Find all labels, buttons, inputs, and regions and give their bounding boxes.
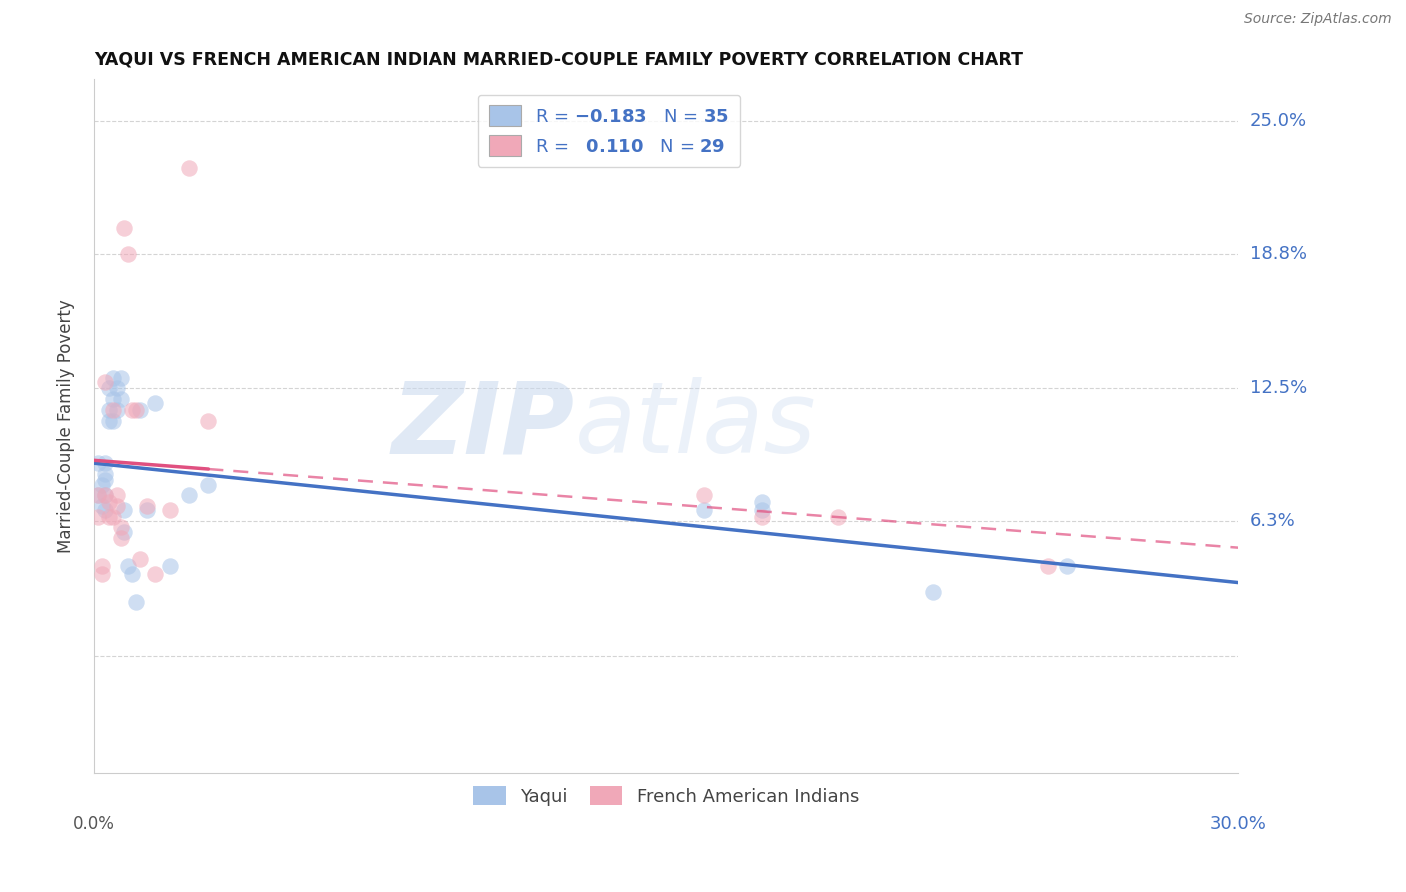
Point [94, 456, 117, 470]
Point [101, 402, 124, 417]
Text: Source: ZipAtlas.com: Source: ZipAtlas.com [1244, 12, 1392, 26]
Point [159, 558, 181, 573]
Point [105, 488, 128, 502]
Point [98, 413, 121, 427]
Point [94, 488, 117, 502]
Point [94, 503, 117, 517]
Point [125, 595, 148, 609]
Point [114, 524, 136, 539]
Point [693, 503, 716, 517]
Point [159, 503, 181, 517]
Text: 25.0%: 25.0% [1250, 112, 1308, 130]
Text: 12.5%: 12.5% [1250, 379, 1308, 398]
Point [90, 477, 112, 491]
Point [98, 509, 121, 524]
Point [143, 396, 166, 410]
Point [110, 531, 132, 545]
Point [101, 509, 124, 524]
Point [87, 488, 110, 502]
Point [87, 488, 110, 502]
Point [114, 503, 136, 517]
Point [751, 495, 773, 509]
Point [197, 477, 219, 491]
Point [87, 509, 110, 524]
Point [101, 413, 124, 427]
Point [94, 474, 117, 488]
Point [117, 558, 139, 573]
Point [98, 382, 121, 396]
Text: ZIP: ZIP [392, 377, 575, 475]
Point [105, 402, 128, 417]
Point [827, 509, 849, 524]
Point [125, 402, 148, 417]
Text: 0.0%: 0.0% [73, 815, 115, 833]
Point [693, 488, 716, 502]
Point [136, 499, 159, 513]
Point [101, 392, 124, 406]
Point [105, 382, 128, 396]
Legend: Yaqui, French American Indians: Yaqui, French American Indians [467, 779, 866, 813]
Point [98, 402, 121, 417]
Text: 6.3%: 6.3% [1250, 512, 1296, 530]
Point [1056, 558, 1078, 573]
Point [87, 456, 110, 470]
Point [90, 567, 112, 582]
Point [110, 371, 132, 385]
Point [117, 247, 139, 261]
Point [98, 495, 121, 509]
Point [110, 520, 132, 534]
Point [121, 567, 143, 582]
Point [121, 402, 143, 417]
Point [110, 392, 132, 406]
Text: 30.0%: 30.0% [1211, 815, 1267, 833]
Point [179, 161, 201, 176]
Point [1036, 558, 1059, 573]
Point [179, 488, 201, 502]
Point [197, 413, 219, 427]
Point [90, 499, 112, 513]
Point [101, 371, 124, 385]
Point [751, 509, 773, 524]
Point [143, 567, 166, 582]
Point [94, 488, 117, 502]
Point [94, 375, 117, 389]
Y-axis label: Married-Couple Family Poverty: Married-Couple Family Poverty [58, 299, 75, 553]
Point [922, 584, 945, 599]
Text: atlas: atlas [575, 377, 817, 475]
Point [128, 402, 150, 417]
Point [94, 467, 117, 481]
Point [751, 503, 773, 517]
Text: YAQUI VS FRENCH AMERICAN INDIAN MARRIED-COUPLE FAMILY POVERTY CORRELATION CHART: YAQUI VS FRENCH AMERICAN INDIAN MARRIED-… [94, 51, 1024, 69]
Text: 18.8%: 18.8% [1250, 244, 1308, 263]
Point [105, 499, 128, 513]
Point [114, 221, 136, 235]
Point [136, 503, 159, 517]
Point [90, 558, 112, 573]
Point [128, 552, 150, 566]
